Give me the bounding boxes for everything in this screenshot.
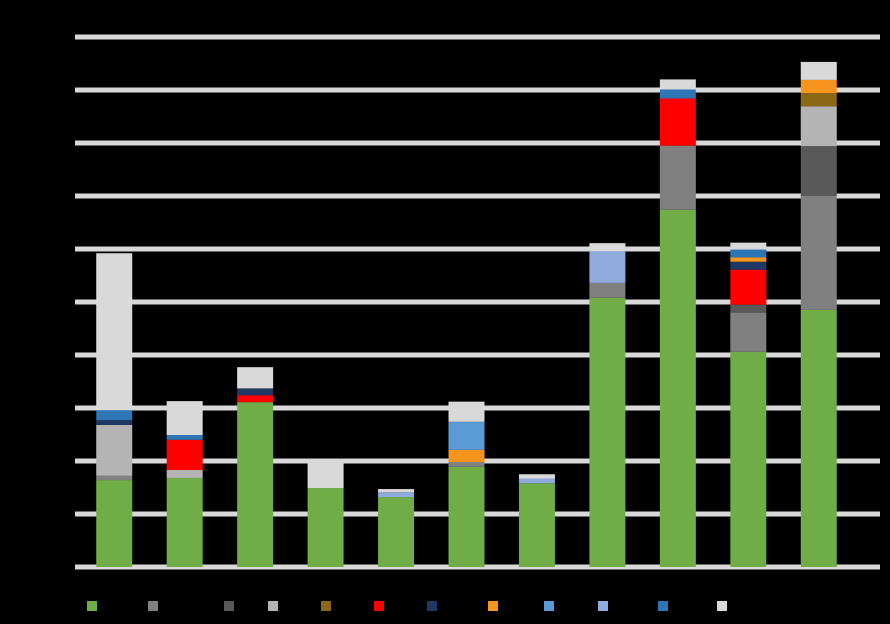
bar-segment (237, 388, 274, 396)
y-tick-label: 20 (54, 453, 68, 467)
bar-segment (589, 297, 626, 567)
bar-segment (589, 251, 626, 283)
bar-segment (378, 497, 415, 567)
y-tick-label: 0 (60, 559, 67, 573)
bar-segment (800, 79, 837, 94)
bar-segment (659, 98, 696, 146)
bar-segment (589, 282, 626, 298)
legend-swatch (321, 601, 331, 611)
bar-segment (730, 257, 767, 262)
bar-segment (730, 351, 767, 567)
bar-segment (96, 420, 133, 425)
y-tick-label: 50 (54, 294, 68, 308)
legend-swatch (658, 601, 668, 611)
bar-segment (166, 477, 203, 567)
bar-segment (800, 106, 837, 147)
bar-segment (659, 89, 696, 99)
legend-swatch (488, 601, 498, 611)
legend-swatch (224, 601, 234, 611)
bar-segment (307, 461, 344, 489)
bar-segment (800, 146, 837, 196)
bar-segment (800, 309, 837, 567)
bar-segment (800, 61, 837, 80)
bar-segment (166, 470, 203, 478)
bar-segment (307, 488, 344, 567)
bar-segment (96, 475, 133, 481)
bar-segment (166, 435, 203, 440)
bar-segment (800, 196, 837, 310)
bar-segment (589, 243, 626, 252)
bar-segment (448, 401, 485, 422)
bar-segment (730, 312, 767, 352)
legend-swatch (87, 601, 97, 611)
bar-segment (237, 395, 274, 403)
bar-segment (730, 249, 767, 258)
bar-segment (730, 269, 767, 305)
bar-segment (659, 209, 696, 567)
bar-segment (518, 483, 555, 567)
bar-segment (166, 439, 203, 471)
y-tick-label: 40 (54, 347, 68, 361)
y-tick-label: 70 (54, 188, 68, 202)
legend-swatch (598, 601, 608, 611)
bar-segment (730, 304, 767, 313)
bar-segment (730, 261, 767, 270)
bar-segment (518, 474, 555, 479)
legend-swatch (268, 601, 278, 611)
bar-segment (518, 478, 555, 484)
bar-segment (659, 145, 696, 210)
y-tick-label: 10 (54, 506, 68, 520)
legend-swatch (427, 601, 437, 611)
y-tick-label: 80 (54, 135, 68, 149)
y-tick-label: 90 (54, 82, 68, 96)
bar-segment (96, 410, 133, 421)
bar-segment (166, 401, 203, 436)
bar-segment (730, 242, 767, 250)
bar-segment (448, 421, 485, 450)
bar-segment (659, 79, 696, 90)
bar-segment (96, 424, 133, 476)
y-tick-label: 100 (47, 29, 67, 43)
legend-swatch (148, 601, 158, 611)
bar-segment (448, 462, 485, 467)
bar-segment (448, 466, 485, 567)
legend-swatch (717, 601, 727, 611)
bar-segment (800, 93, 837, 107)
bar-segment (237, 367, 274, 389)
bar-segment (378, 489, 415, 493)
bar-segment (96, 253, 133, 411)
bar-segment (96, 480, 133, 567)
bar-segment (448, 449, 485, 463)
bar-segment (378, 492, 415, 498)
y-tick-label: 60 (54, 241, 68, 255)
bar-segment (237, 402, 274, 567)
legend-swatch (544, 601, 554, 611)
y-tick-label: 30 (54, 400, 68, 414)
legend-swatch (374, 601, 384, 611)
